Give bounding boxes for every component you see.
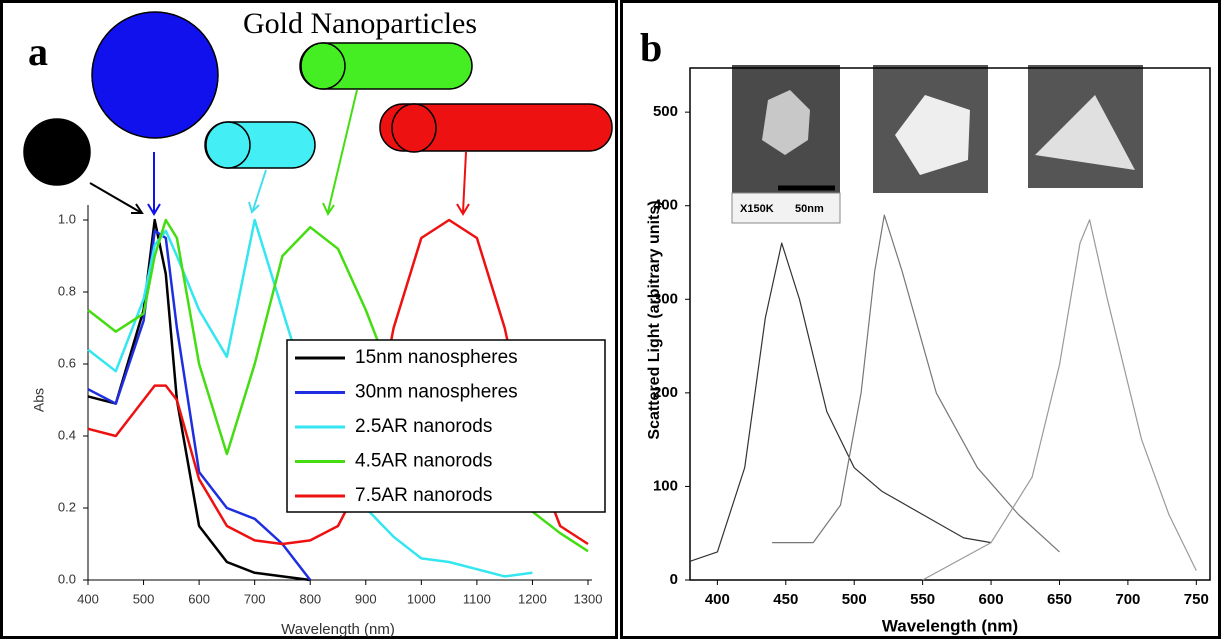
particle-image xyxy=(762,90,810,155)
legend-label: 15nm nanospheres xyxy=(355,347,518,368)
y-tick-label: 1.0 xyxy=(58,211,76,226)
y-tick-label: 0.4 xyxy=(58,427,76,442)
y-tick-label: 0.0 xyxy=(58,571,76,586)
sphere-icon xyxy=(91,11,219,139)
panel-frame xyxy=(0,0,618,639)
x-tick-label: 700 xyxy=(244,591,266,606)
x-tick-label: 600 xyxy=(979,591,1004,608)
x-tick-label: 800 xyxy=(299,591,321,606)
legend-label: 30nm nanospheres xyxy=(355,382,518,403)
data-line xyxy=(922,219,1197,581)
x-tick-label: 400 xyxy=(77,591,99,606)
x-tick-label: 700 xyxy=(1115,591,1140,608)
y-tick-label: 0.2 xyxy=(58,499,76,514)
y-tick-label: 0.6 xyxy=(58,355,76,370)
rod-icon xyxy=(205,121,251,169)
x-tick-label: 1300 xyxy=(574,591,603,606)
particle-image xyxy=(1035,95,1135,170)
arrow-head xyxy=(131,203,144,214)
arrow xyxy=(327,89,358,213)
rod-icon xyxy=(379,103,613,152)
y-tick-label: 500 xyxy=(653,103,678,120)
arrow-head xyxy=(322,202,335,217)
legend-label: 4.5AR nanorods xyxy=(355,451,492,472)
panel-label: a xyxy=(28,29,48,74)
x-tick-label: 1200 xyxy=(518,591,547,606)
y-axis-label: Abs xyxy=(31,388,47,412)
arrow xyxy=(462,151,467,213)
panel-frame xyxy=(620,0,1221,639)
y-tick-label: 200 xyxy=(653,384,678,401)
x-tick-label: 550 xyxy=(910,591,935,608)
rod-icon xyxy=(300,42,346,90)
sphere-icon xyxy=(23,118,91,186)
x-axis-label: Wavelength (nm) xyxy=(281,621,395,638)
arrow-head xyxy=(456,203,470,216)
rod-icon xyxy=(391,103,437,153)
inset-annotation: 50nm xyxy=(795,203,824,215)
legend-label: 2.5AR nanorods xyxy=(355,416,492,437)
x-tick-label: 1100 xyxy=(463,591,491,606)
x-tick-label: 450 xyxy=(773,591,798,608)
x-tick-label: 1000 xyxy=(407,591,436,606)
x-tick-label: 750 xyxy=(1184,591,1209,608)
tem-insets: X150K 50nm xyxy=(731,65,1143,224)
data-line xyxy=(87,218,589,546)
panel-label: b xyxy=(640,25,662,70)
particle-icons xyxy=(23,11,613,186)
chart-title: Gold Nanoparticles xyxy=(243,7,477,40)
x-tick-label: 500 xyxy=(133,591,155,606)
y-tick-label: 100 xyxy=(653,477,678,494)
inset-annotation: X150K xyxy=(740,203,774,215)
y-tick-label: 0.8 xyxy=(58,283,76,298)
x-tick-label: 900 xyxy=(355,591,377,606)
arrow xyxy=(252,169,267,211)
arrow-head xyxy=(248,201,260,214)
x-tick-label: 600 xyxy=(188,591,210,606)
rod-icon xyxy=(299,42,473,90)
arrow xyxy=(89,182,141,213)
data-line xyxy=(689,242,992,562)
plot-frame xyxy=(689,67,1211,581)
data-line xyxy=(87,229,312,581)
arrows xyxy=(89,89,470,217)
y-axis-label: Scattered Light (arbitrary units) xyxy=(646,200,663,439)
arrow-head xyxy=(147,203,161,216)
x-tick-label: 650 xyxy=(1047,591,1072,608)
y-tick-label: 300 xyxy=(653,290,678,307)
inset-scale-box xyxy=(731,192,841,224)
data-line xyxy=(87,218,533,578)
data-line xyxy=(772,214,1060,553)
y-tick-label: 400 xyxy=(653,197,678,214)
x-axis-label: Wavelength (nm) xyxy=(882,616,1018,635)
x-tick-label: 500 xyxy=(842,591,867,608)
x-tick-label: 400 xyxy=(705,591,730,608)
y-tick-label: 0 xyxy=(670,571,678,588)
particle-image xyxy=(895,95,970,175)
legend-label: 7.5AR nanorods xyxy=(355,485,492,506)
